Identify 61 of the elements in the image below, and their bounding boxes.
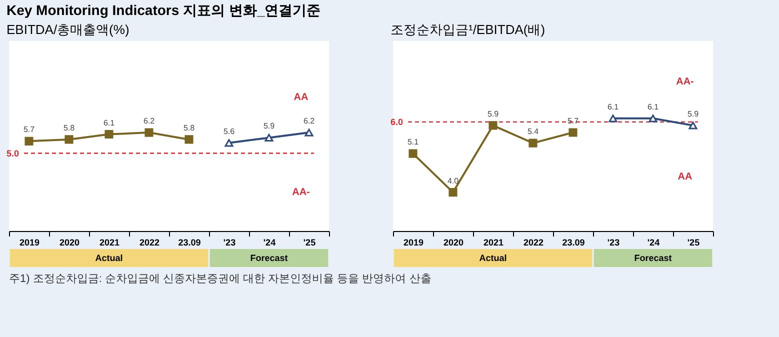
data-label: 5.9 bbox=[487, 109, 500, 118]
point bbox=[304, 128, 314, 136]
annotation: AA bbox=[294, 92, 308, 104]
data-label: 6.2 bbox=[143, 116, 156, 126]
text: Forecast bbox=[250, 253, 288, 263]
point bbox=[448, 188, 458, 197]
point bbox=[144, 128, 154, 137]
data-label: 5.4 bbox=[527, 127, 540, 136]
point bbox=[264, 134, 274, 142]
x-tick-label: 2019 bbox=[19, 238, 40, 248]
point bbox=[104, 130, 114, 139]
x-tick-label: 2022 bbox=[139, 238, 160, 248]
point bbox=[528, 138, 538, 148]
x-tick-label: '25 bbox=[303, 238, 316, 248]
x-tick-label: 2021 bbox=[483, 238, 504, 248]
x-tick-label: 23.09 bbox=[178, 238, 201, 248]
x-tick-label: 2021 bbox=[99, 238, 120, 248]
point bbox=[608, 114, 618, 122]
text: Key Monitoring Indicators 지표의 변화_연결기준 bbox=[6, 2, 321, 18]
data-label: 5.7 bbox=[23, 125, 36, 134]
point bbox=[24, 136, 34, 146]
point bbox=[64, 135, 74, 144]
data-label: 5.6 bbox=[223, 126, 236, 136]
x-tick-label: 2020 bbox=[59, 238, 80, 248]
data-label: 6.1 bbox=[647, 102, 660, 112]
x-tick-label: '23 bbox=[607, 238, 620, 248]
x-tick-label: 2019 bbox=[403, 238, 424, 248]
data-label: 6.2 bbox=[303, 116, 316, 126]
point bbox=[224, 139, 234, 147]
annotation: AA- bbox=[292, 187, 310, 198]
data-label: 6.1 bbox=[607, 102, 620, 112]
x-tick-label: '23 bbox=[223, 238, 236, 248]
data-label: 6.1 bbox=[103, 118, 116, 128]
ref-line-label: 6.0 bbox=[390, 116, 403, 127]
data-label: 5.8 bbox=[183, 123, 196, 132]
x-tick-label: '25 bbox=[687, 238, 700, 248]
x-tick-label: 2020 bbox=[443, 238, 464, 248]
x-tick-label: '24 bbox=[263, 238, 276, 248]
data-label: 5.1 bbox=[407, 138, 420, 147]
data-label: 5.8 bbox=[63, 123, 76, 132]
text: Actual bbox=[479, 253, 507, 263]
point bbox=[488, 121, 498, 130]
point bbox=[408, 149, 418, 158]
chart-title: EBITDA/총매출액(%) bbox=[6, 22, 130, 37]
x-tick-label: 2022 bbox=[523, 238, 544, 248]
chart-title: 조정순차입금¹/EBITDA(배) bbox=[390, 22, 546, 37]
point bbox=[184, 135, 194, 144]
point bbox=[648, 114, 658, 122]
annotation: AA- bbox=[676, 76, 694, 88]
text: Actual bbox=[95, 253, 123, 263]
data-label: 5.9 bbox=[687, 109, 700, 118]
text: 주1) 조정순차입금: 순차입금에 신종자본증권에 대한 자본인정비율 등을 반영하여 산출 bbox=[9, 273, 432, 285]
ref-line-label: 5.0 bbox=[6, 148, 19, 158]
x-tick-label: '24 bbox=[647, 238, 660, 248]
point bbox=[568, 128, 578, 137]
annotation: AA bbox=[678, 171, 692, 182]
x-tick-label: 23.09 bbox=[562, 238, 585, 248]
data-label: 4.0 bbox=[447, 176, 460, 186]
point bbox=[688, 122, 698, 130]
text: Forecast bbox=[634, 253, 672, 263]
data-label: 5.9 bbox=[263, 122, 276, 131]
